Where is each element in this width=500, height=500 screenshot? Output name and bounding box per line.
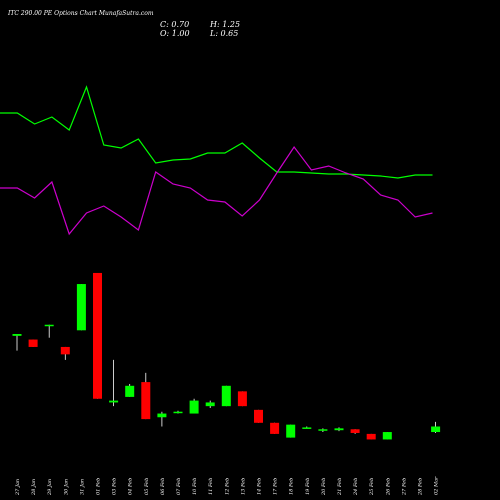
candle [205, 400, 215, 408]
candle-body [237, 391, 247, 407]
indicator-line-2 [0, 145, 433, 236]
candle [12, 334, 22, 351]
x-tick-label: 29 Jan [47, 479, 53, 496]
x-tick-label: 11 Feb [208, 478, 214, 495]
x-tick-label: 14 Feb [257, 478, 263, 495]
x-tick-label: 19 Feb [305, 478, 311, 495]
x-tick-label: 07 Feb [176, 478, 182, 495]
x-tick-label: 24 Feb [353, 478, 359, 496]
candle [286, 424, 296, 438]
close-value: C: 0.70 [160, 20, 189, 29]
x-tick-label: 03 Feb [112, 478, 118, 495]
candle-body [44, 324, 54, 327]
candle [221, 385, 231, 407]
candle [318, 428, 328, 433]
chart-title: ITC 290.00 PE Options Chart MunafaSutra.… [7, 10, 154, 17]
candle [382, 432, 392, 440]
candle [189, 398, 199, 414]
candle [109, 359, 119, 407]
candle-body [270, 422, 280, 434]
candle [173, 410, 183, 414]
candle-body [109, 400, 119, 403]
x-tick-label: 20 Feb [321, 478, 327, 496]
candle [334, 427, 344, 432]
candlesticks [12, 272, 441, 440]
x-tick-label: 04 Feb [128, 478, 134, 495]
low-value: L: 0.65 [209, 29, 238, 38]
candle [44, 324, 54, 338]
candle-body [318, 429, 328, 431]
candle-body [286, 424, 296, 438]
candle [237, 391, 247, 407]
candle-body [431, 426, 441, 433]
candle-body [350, 429, 360, 433]
candle-body [173, 411, 183, 414]
candle-body [141, 382, 151, 420]
candle-body [254, 409, 263, 423]
candle-body [28, 339, 38, 347]
candle [366, 433, 376, 440]
candle [350, 429, 360, 434]
candle-body [189, 400, 199, 414]
open-value: O: 1.00 [160, 29, 190, 38]
x-axis-tick-labels: 27 Jan 28 Jan 29 Jan 30 Jan 31 Jan 01 Feb 03 F… [15, 476, 440, 496]
x-tick-label: 31 Jan [79, 479, 85, 495]
candle [141, 372, 151, 420]
candle-body [60, 346, 70, 355]
x-tick-label: 17 Feb [273, 478, 279, 495]
candle [76, 284, 86, 331]
x-tick-label: 05 Feb [144, 478, 150, 495]
candle [157, 411, 167, 427]
indicator-line-1 [0, 85, 433, 179]
candle [431, 421, 441, 433]
candle-body [12, 334, 22, 336]
candle-body [205, 402, 215, 407]
candle [125, 383, 135, 397]
x-tick-label: 28 Jan [31, 479, 37, 496]
x-tick-label: 12 Feb [224, 478, 230, 495]
x-tick-label: 06 Feb [160, 478, 166, 495]
x-tick-label: 27 Feb [401, 478, 407, 496]
candle-body [221, 385, 231, 407]
indicator-lines [0, 85, 433, 236]
candle-body [366, 433, 376, 440]
x-tick-label: 13 Feb [240, 478, 246, 495]
x-tick-label: 21 Feb [337, 478, 343, 496]
candle-body [334, 428, 344, 431]
x-tick-label: 25 Feb [369, 478, 375, 496]
x-tick-label: 02 Mar [434, 476, 440, 495]
candle [28, 339, 38, 347]
candle [254, 409, 263, 423]
x-tick-label: 01 Feb [96, 478, 102, 495]
candle-body [157, 413, 167, 418]
x-tick-label: 10 Feb [192, 478, 198, 495]
candle [270, 422, 280, 434]
x-tick-label: 18 Feb [289, 478, 295, 495]
candle [60, 346, 70, 360]
x-tick-label: 26 Feb [385, 478, 391, 496]
candle-body [382, 432, 392, 440]
candle [302, 426, 312, 429]
candle-body [302, 427, 312, 429]
candle-body [125, 385, 135, 397]
x-tick-label: 30 Jan [63, 479, 69, 495]
high-value: H: 1.25 [209, 20, 240, 29]
candle [93, 272, 102, 399]
candle-body [76, 284, 86, 331]
candle-body [93, 272, 102, 399]
x-tick-label: 28 Feb [418, 478, 424, 496]
x-tick-label: 27 Jan [15, 479, 21, 496]
